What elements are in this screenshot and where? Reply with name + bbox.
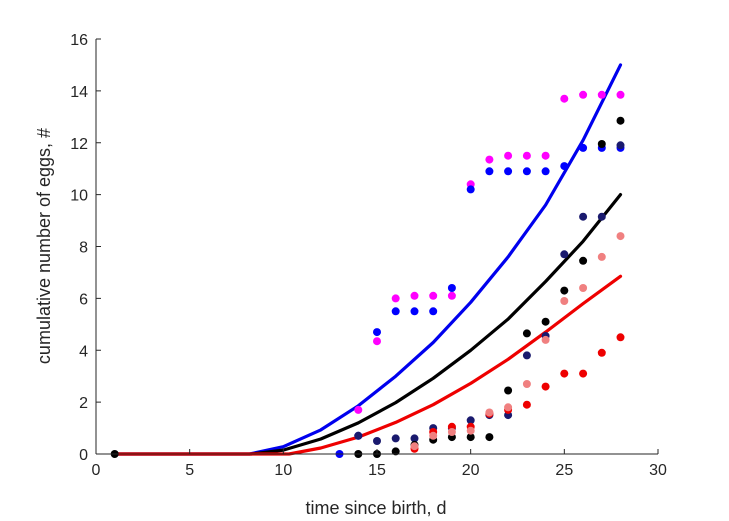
y-tick-label: 8 — [79, 240, 88, 257]
data-point — [466, 185, 475, 194]
x-tick-label: 20 — [462, 462, 480, 479]
data-point — [410, 291, 419, 300]
data-point — [410, 434, 419, 443]
data-point — [466, 433, 475, 442]
data-point — [504, 151, 513, 160]
point-series-1 — [354, 90, 625, 414]
data-point — [579, 369, 588, 378]
data-point — [597, 140, 606, 148]
fit-curve-3 — [113, 274, 623, 456]
data-point — [579, 256, 588, 265]
data-point — [560, 297, 569, 305]
data-point — [447, 428, 456, 436]
data-point — [541, 317, 550, 326]
x-tick-label: 10 — [274, 462, 292, 479]
fit-curve-2 — [113, 193, 623, 456]
fitted-curves — [113, 63, 623, 456]
data-point — [373, 337, 381, 346]
data-point — [485, 408, 494, 417]
data-point — [616, 141, 625, 150]
y-tick-label: 14 — [70, 84, 88, 101]
data-point — [485, 167, 494, 176]
data-point — [354, 405, 363, 414]
data-point — [354, 431, 363, 440]
data-point — [466, 426, 475, 435]
point-series-6 — [410, 232, 625, 451]
data-point — [485, 433, 494, 442]
y-axis-label: cumulative number of eggs, # — [34, 128, 54, 364]
x-tick-label: 0 — [92, 462, 101, 479]
data-point — [391, 307, 400, 316]
data-point — [447, 284, 456, 292]
axes — [95, 38, 659, 455]
y-tick-label: 16 — [70, 32, 88, 49]
data-point — [522, 400, 531, 409]
data-point — [616, 232, 625, 241]
y-tick-label: 0 — [79, 447, 88, 464]
x-tick-label: 15 — [368, 462, 386, 479]
data-point — [429, 291, 438, 300]
data-point — [522, 380, 531, 388]
x-tick-label: 30 — [649, 462, 667, 479]
data-point — [466, 416, 475, 425]
fit-curve-1 — [113, 63, 623, 456]
data-point — [429, 307, 438, 316]
data-point — [504, 167, 513, 176]
y-tick-label: 4 — [79, 343, 88, 360]
data-point — [579, 284, 588, 292]
data-point — [429, 431, 438, 440]
data-point — [597, 348, 606, 357]
data-point — [541, 167, 550, 176]
data-point — [579, 90, 588, 99]
data-point — [485, 155, 494, 164]
data-point — [597, 212, 606, 221]
data-point — [410, 442, 419, 451]
data-point — [447, 291, 456, 300]
x-tick-label: 5 — [185, 462, 194, 479]
y-tick-label: 10 — [70, 188, 88, 205]
data-point — [560, 94, 569, 103]
data-point — [560, 162, 569, 171]
data-point — [522, 167, 531, 176]
data-point — [522, 151, 531, 160]
data-point — [391, 447, 400, 456]
y-tick-label: 12 — [70, 136, 88, 153]
y-tick-label: 6 — [79, 291, 88, 308]
data-point — [410, 307, 419, 316]
plot-area — [110, 63, 625, 458]
data-point — [373, 437, 381, 445]
data-point — [522, 351, 531, 360]
data-point — [579, 212, 588, 221]
data-point — [504, 403, 513, 412]
x-axis-label: time since birth, d — [305, 498, 446, 518]
x-tick-label: 25 — [555, 462, 573, 479]
y-tick-label: 2 — [79, 395, 88, 412]
data-point — [541, 151, 550, 160]
data-point — [391, 434, 400, 443]
data-point — [616, 116, 625, 125]
data-point — [541, 382, 550, 391]
data-point — [373, 328, 381, 337]
data-point — [504, 386, 513, 395]
data-points — [110, 90, 625, 458]
data-point — [597, 252, 606, 261]
data-point — [541, 335, 550, 344]
data-point — [616, 333, 625, 342]
data-point — [560, 286, 569, 295]
data-point — [597, 90, 606, 99]
data-point — [560, 369, 569, 378]
data-point — [579, 143, 588, 152]
data-point — [616, 90, 625, 99]
tick-labels: 0 5 10 15 20 25 30 0 2 4 6 8 10 12 14 16 — [70, 32, 667, 479]
data-point — [522, 329, 531, 338]
data-point — [560, 250, 569, 259]
data-point — [391, 294, 400, 303]
